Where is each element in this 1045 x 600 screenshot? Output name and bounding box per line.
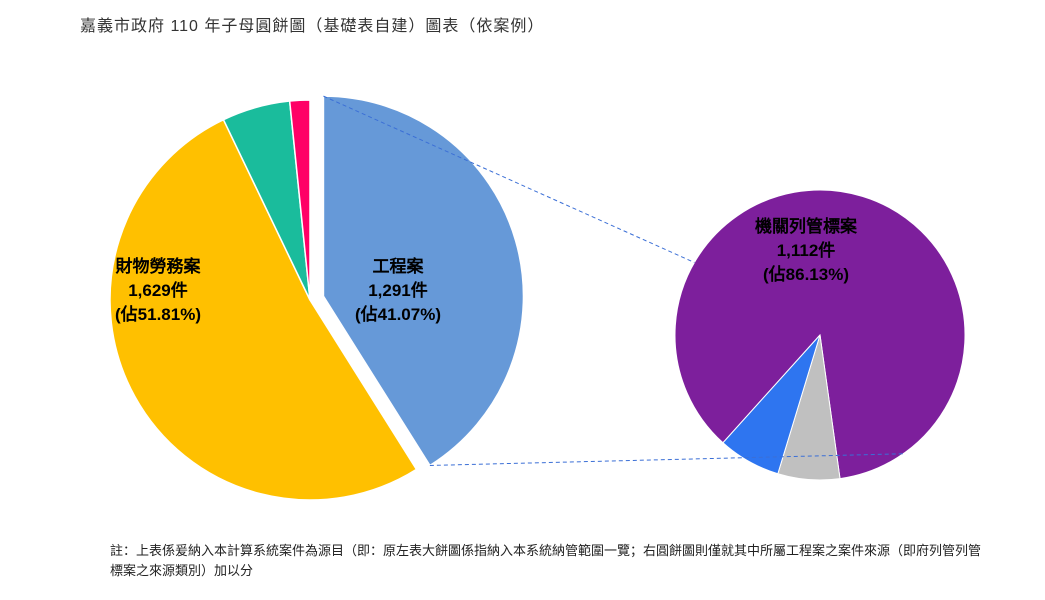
chart-area: 工程案1,291件(佔41.07%) 財物勞務案1,629件(佔51.81%) …: [0, 40, 1045, 520]
main-slice-0-label: 工程案1,291件(佔41.07%): [355, 255, 441, 326]
chart-title: 嘉義市政府 110 年子母圓餅圖（基礎表自建）圖表（依案例）: [80, 12, 544, 36]
sub-slice-0-label: 機關列管標案1,112件(佔86.13%): [755, 215, 857, 286]
footnote: 註：上表係爰納入本計算系統案件為源目（即：原左表大餅圖係指納入本系統納管範圍一覽…: [110, 541, 985, 580]
main-slice-1-label: 財物勞務案1,629件(佔51.81%): [115, 255, 201, 326]
